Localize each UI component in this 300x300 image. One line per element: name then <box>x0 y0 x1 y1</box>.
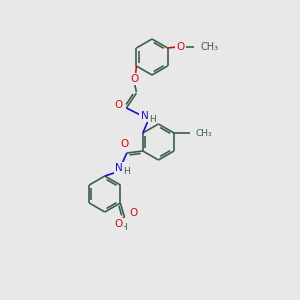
Text: O: O <box>130 74 139 84</box>
Text: O: O <box>114 100 122 110</box>
Text: O: O <box>121 139 129 149</box>
Text: O: O <box>129 208 137 218</box>
Text: H: H <box>149 115 156 124</box>
Text: H: H <box>120 223 127 232</box>
Text: N: N <box>140 111 148 121</box>
Text: H: H <box>123 167 130 176</box>
Text: O: O <box>176 42 185 52</box>
Text: CH₃: CH₃ <box>195 128 211 137</box>
Text: CH₃: CH₃ <box>201 42 219 52</box>
Text: N: N <box>115 163 123 173</box>
Text: O: O <box>114 219 122 229</box>
